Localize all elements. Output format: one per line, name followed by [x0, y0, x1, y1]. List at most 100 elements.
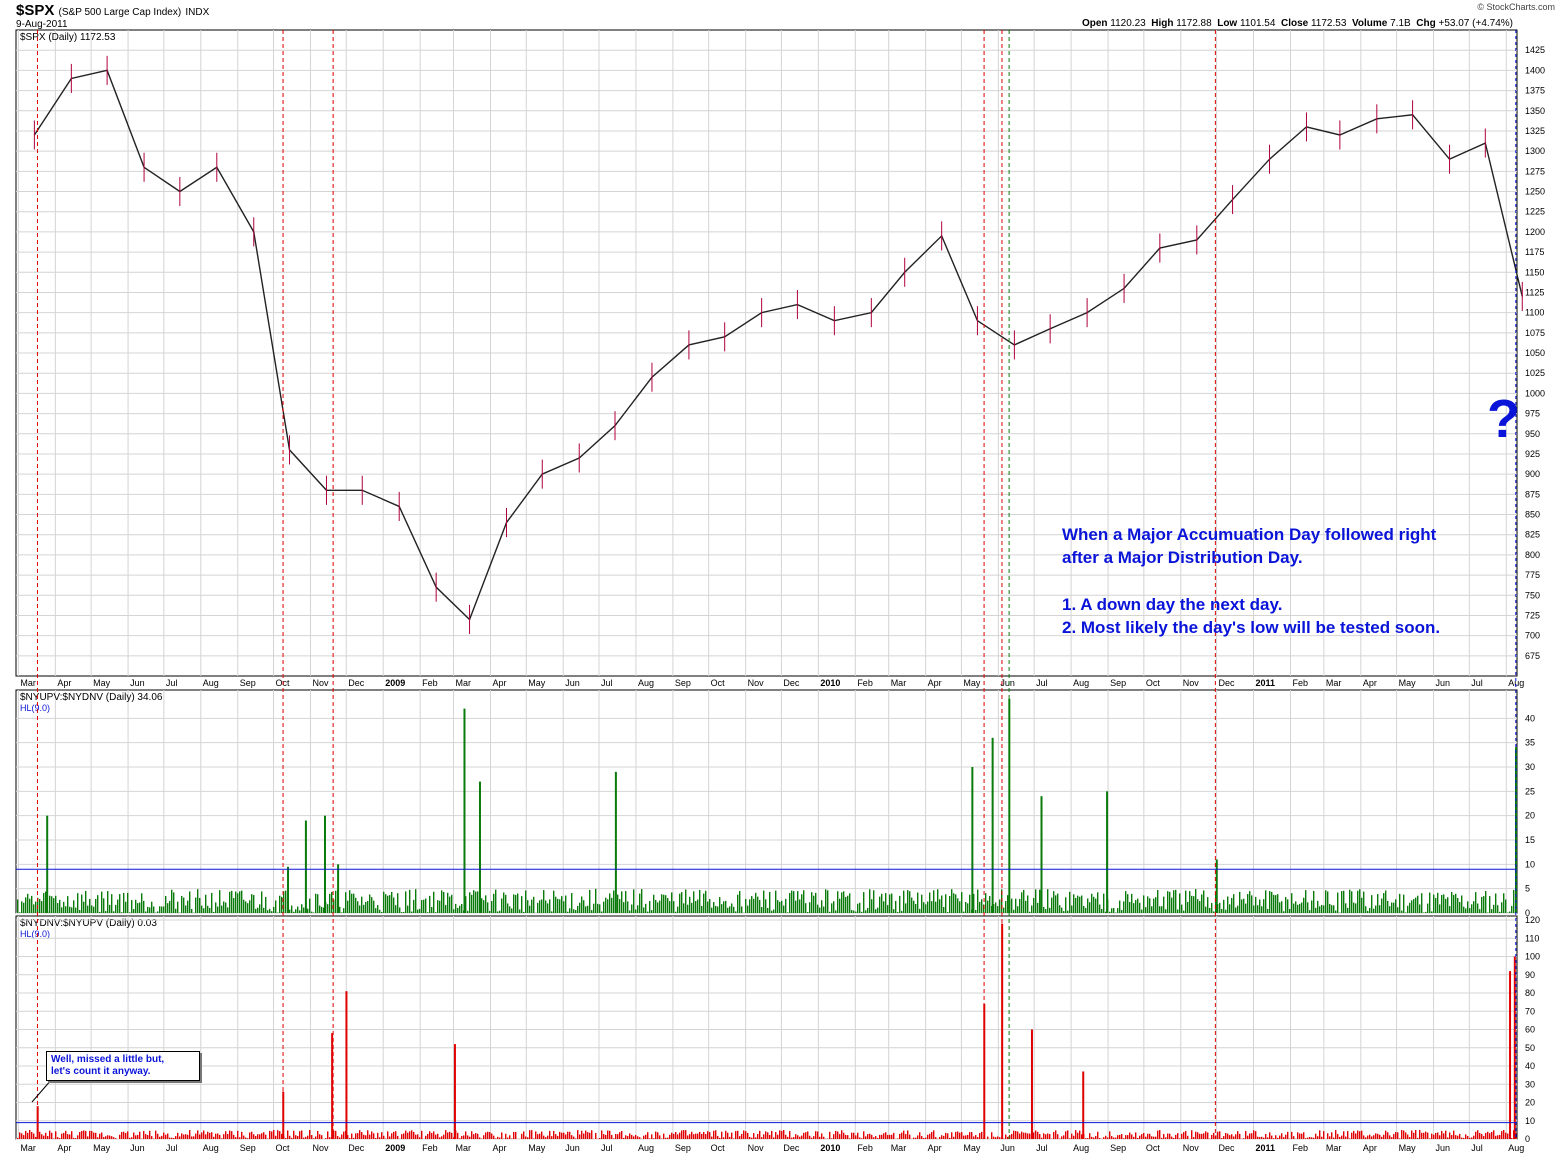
down-ratio-bar: [1097, 1131, 1099, 1139]
up-ratio-bar: [1189, 891, 1191, 913]
down-ratio-bar: [797, 1135, 799, 1139]
up-ratio-bar: [313, 912, 315, 913]
down-ratio-bar: [1479, 1132, 1481, 1139]
down-ratio-bar: [905, 1134, 907, 1139]
up-ratio-bar: [353, 893, 355, 913]
down-ratio-bar: [1315, 1133, 1317, 1139]
up-ratio-bar: [793, 891, 795, 913]
up-ratio-bar: [585, 906, 587, 913]
up-ratio-bar: [513, 894, 515, 913]
up-ratio-bar: [161, 906, 163, 913]
down-ratio-bar: [595, 1132, 597, 1139]
down-ratio-bar: [823, 1136, 825, 1139]
up-ratio-bar: [701, 905, 703, 913]
up-ratio-bar: [1345, 903, 1347, 913]
down-ratio-bar: [189, 1130, 191, 1139]
up-ratio-bar: [581, 896, 583, 913]
down-ratio-bar: [725, 1130, 727, 1139]
down-ratio-bar: [541, 1131, 543, 1139]
up-ratio-bar: [339, 906, 341, 913]
down-ratio-bar: [327, 1131, 329, 1139]
down-ratio-bar: [337, 1135, 339, 1139]
up-ratio-bar: [1435, 898, 1437, 913]
up-ratio-bar: [963, 911, 965, 913]
up-ratio-bar: [91, 905, 93, 913]
down-ratio-bar: [833, 1134, 835, 1139]
up-ratio-bar: [527, 900, 529, 913]
up-ratio-bar: [185, 905, 187, 913]
down-ratio-bar: [437, 1133, 439, 1139]
up-ratio-bar: [421, 900, 423, 913]
symbol-title: $SPX (S&P 500 Large Cap Index) INDX: [16, 2, 210, 19]
down-ratio-bar: [403, 1133, 405, 1139]
x-tick-label: Mar: [1326, 678, 1342, 688]
down-ratio-bar: [843, 1132, 845, 1139]
up-ratio-peak-bar: [323, 815, 326, 913]
up-ratio-bar: [447, 892, 449, 913]
up-ratio-bar: [1377, 894, 1379, 913]
x-tick-label: Jul: [1471, 678, 1483, 688]
up-ratio-bar: [943, 907, 945, 913]
down-ratio-bar: [1221, 1138, 1223, 1139]
down-ratio-bar: [171, 1137, 173, 1139]
up-ratio-bar: [959, 901, 961, 913]
y-tick-label: 1075: [1525, 328, 1545, 338]
down-ratio-bar: [467, 1135, 469, 1139]
up-ratio-bar: [1279, 902, 1281, 913]
up-ratio-bar: [1015, 898, 1017, 913]
y-tick-label: 1000: [1525, 388, 1545, 398]
up-ratio-bar: [893, 909, 895, 913]
down-ratio-bar: [473, 1134, 475, 1139]
up-ratio-y-tick-label: 10: [1525, 859, 1535, 869]
up-ratio-bar: [573, 909, 575, 913]
down-ratio-bar: [1451, 1135, 1453, 1139]
stockcharts-logo[interactable]: © StockCharts.com: [1477, 2, 1555, 12]
x-tick-label: Feb: [422, 678, 438, 688]
up-ratio-bar: [671, 892, 673, 913]
down-ratio-bar: [389, 1136, 391, 1139]
up-ratio-bar: [1243, 898, 1245, 913]
up-ratio-bar: [851, 910, 853, 913]
down-ratio-bar: [257, 1134, 259, 1139]
x-tick-label: Apr: [928, 1143, 942, 1153]
up-ratio-bar: [247, 903, 249, 913]
up-ratio-bar: [1201, 894, 1203, 913]
down-ratio-bar: [77, 1135, 79, 1139]
down-ratio-bar: [801, 1135, 803, 1139]
up-ratio-bar: [455, 903, 457, 913]
up-ratio-bar: [1461, 895, 1463, 913]
down-ratio-bar: [1005, 1134, 1007, 1139]
up-ratio-bar: [1479, 909, 1481, 913]
up-ratio-bar: [1255, 897, 1257, 913]
y-tick-label: 675: [1525, 651, 1540, 661]
up-ratio-bar: [1437, 892, 1439, 913]
up-ratio-bar: [689, 896, 691, 913]
down-ratio-bar: [181, 1133, 183, 1139]
up-ratio-bar: [1215, 893, 1217, 913]
down-ratio-bar: [1389, 1135, 1391, 1139]
up-ratio-bar: [1457, 898, 1459, 913]
down-ratio-bar: [73, 1137, 75, 1139]
down-ratio-bar: [953, 1136, 955, 1139]
up-ratio-y-tick-label: 5: [1525, 884, 1530, 894]
down-ratio-bar: [975, 1135, 977, 1139]
up-ratio-bar: [237, 893, 239, 913]
down-ratio-bar: [539, 1133, 541, 1139]
down-ratio-bar: [881, 1134, 883, 1139]
down-ratio-bar: [631, 1134, 633, 1139]
up-ratio-bar: [563, 901, 565, 913]
up-ratio-bar: [759, 900, 761, 913]
up-ratio-bar: [575, 910, 577, 913]
down-ratio-bar: [143, 1130, 145, 1139]
down-ratio-bar: [1277, 1137, 1279, 1139]
down-ratio-bar: [457, 1132, 459, 1139]
down-ratio-bar: [1199, 1133, 1201, 1139]
down-ratio-bar: [1383, 1134, 1385, 1139]
down-ratio-bar: [203, 1130, 205, 1139]
x-tick-label: May: [93, 1143, 111, 1153]
down-ratio-bar: [459, 1138, 461, 1139]
down-ratio-bar: [229, 1130, 231, 1139]
up-ratio-bar: [715, 905, 717, 913]
up-ratio-bar: [553, 890, 555, 913]
up-ratio-bar: [609, 893, 611, 913]
